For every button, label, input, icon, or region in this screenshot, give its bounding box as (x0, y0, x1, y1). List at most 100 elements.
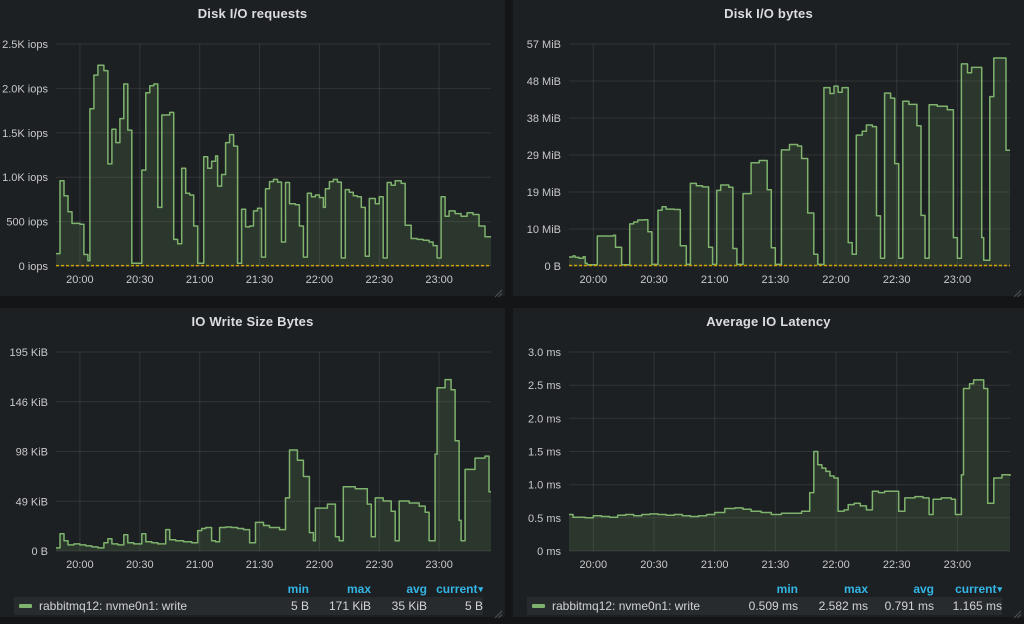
legend-series-name[interactable]: rabbitmq12: nvme0n1: write (39, 599, 188, 613)
series-0-area (56, 65, 491, 266)
disk-io-bytes-chart[interactable]: 0 B 10 MiB 19 MiB 29 MiB 38 MiB 48 MiB 57 MiB 2… (513, 26, 1024, 296)
legend-sort-current[interactable]: current▾ (436, 582, 483, 596)
resize-grip-icon (494, 289, 503, 298)
svg-text:22:00: 22:00 (822, 274, 850, 286)
panel-resize-handle[interactable] (1013, 285, 1022, 298)
panel-disk-io-requests: Disk I/O requests 0 iops 500 iops 1.0K iop… (0, 0, 505, 298)
svg-text:1.0 ms: 1.0 ms (528, 480, 562, 492)
legend-avg-value: 0.791 ms (884, 599, 934, 613)
legend-header-spacer (14, 581, 247, 597)
legend-series-row: rabbitmq12: nvme0n1: write 5 B 171 KiB 3… (14, 597, 483, 615)
svg-text:20:30: 20:30 (640, 559, 668, 571)
svg-text:2.5 ms: 2.5 ms (528, 380, 562, 392)
svg-text:21:00: 21:00 (186, 559, 214, 571)
svg-text:20:30: 20:30 (640, 274, 668, 286)
svg-text:20:30: 20:30 (126, 559, 154, 571)
svg-text:48 MiB: 48 MiB (527, 76, 561, 88)
resize-grip-icon (1013, 610, 1022, 619)
svg-text:2.0K iops: 2.0K iops (2, 83, 48, 95)
panel-average-io-latency: Average IO Latency 0 ms 0.5 ms 1.0 ms 1.5 m… (513, 308, 1024, 619)
svg-text:57 MiB: 57 MiB (527, 39, 561, 51)
legend-sort-avg[interactable]: avg (913, 582, 934, 596)
legend-sort-avg[interactable]: avg (406, 582, 427, 596)
legend-header-spacer (527, 581, 728, 597)
svg-text:22:30: 22:30 (883, 559, 911, 571)
average-io-latency-chart[interactable]: 0 ms 0.5 ms 1.0 ms 1.5 ms 2.0 ms 2.5 ms 3.0 ms… (513, 334, 1024, 581)
legend-series: rabbitmq12: nvme0n1: write (14, 597, 247, 615)
x-grid-and-labels: 20:00 20:30 21:00 21:30 22:00 22:30 23:00 (580, 352, 972, 571)
legend-series-name[interactable]: rabbitmq12: nvme0n1: write (552, 599, 701, 613)
panel-header: Average IO Latency (513, 308, 1024, 334)
y-grid-and-labels: 0 B 49 KiB 98 KiB 146 KiB 195 KiB (9, 347, 491, 558)
svg-text:0 ms: 0 ms (537, 546, 561, 558)
x-grid-and-labels: 20:00 20:30 21:00 21:30 22:00 22:30 23:00 (66, 44, 453, 286)
y-grid-and-labels: 0 iops 500 iops 1.0K iops 1.5K iops 2.0K iop… (2, 39, 491, 273)
svg-text:23:00: 23:00 (425, 274, 453, 286)
svg-text:0 B: 0 B (544, 261, 561, 273)
svg-text:20:00: 20:00 (580, 274, 608, 286)
svg-text:49 KiB: 49 KiB (16, 496, 48, 508)
svg-text:21:30: 21:30 (762, 274, 790, 286)
series-color-swatch[interactable] (532, 604, 545, 608)
svg-text:98 KiB: 98 KiB (16, 447, 48, 459)
series-0-line (569, 379, 1011, 519)
series-0-area (56, 379, 491, 551)
svg-text:3.0 ms: 3.0 ms (528, 347, 562, 359)
legend-header-row: min max avg current▾ (14, 581, 483, 597)
panel-title-disk-io-requests[interactable]: Disk I/O requests (197, 5, 308, 21)
panel-title-io-write-size-bytes[interactable]: IO Write Size Bytes (191, 313, 314, 329)
svg-text:22:30: 22:30 (366, 559, 394, 571)
panel-title-average-io-latency[interactable]: Average IO Latency (706, 313, 831, 329)
legend-sort-max[interactable]: max (346, 582, 371, 596)
legend-sort-max[interactable]: max (843, 582, 868, 596)
legend-max-value: 171 KiB (328, 599, 371, 613)
svg-text:1.5K iops: 1.5K iops (2, 128, 48, 140)
svg-text:21:00: 21:00 (701, 274, 729, 286)
series-0-area (569, 379, 1010, 551)
svg-text:500 iops: 500 iops (6, 217, 48, 229)
svg-text:0 iops: 0 iops (19, 261, 49, 273)
legend-series-row: rabbitmq12: nvme0n1: write 0.509 ms 2.58… (527, 597, 1002, 615)
panel-resize-handle[interactable] (494, 606, 503, 619)
svg-text:1.0K iops: 1.0K iops (2, 172, 48, 184)
legend-header-row: min max avg current▾ (527, 581, 1002, 597)
panel-header: Disk I/O bytes (513, 0, 1024, 26)
panel-resize-handle[interactable] (494, 285, 503, 298)
legend-average-io-latency: min max avg current▾ rabbitmq12: nvme0n1… (513, 581, 1024, 617)
svg-text:22:30: 22:30 (883, 274, 911, 286)
svg-text:19 MiB: 19 MiB (527, 187, 561, 199)
svg-text:21:00: 21:00 (186, 274, 214, 286)
panel-disk-io-bytes: Disk I/O bytes 0 B 10 MiB 19 MiB 29 MiB 38 M… (513, 0, 1024, 298)
sort-caret-icon: ▾ (997, 584, 1002, 594)
legend-min-value: 0.509 ms (748, 599, 798, 613)
series-0-line (56, 378, 491, 549)
svg-text:0 B: 0 B (31, 546, 48, 558)
y-grid-and-labels: 0 ms 0.5 ms 1.0 ms 1.5 ms 2.0 ms 2.5 ms 3.0 ms (528, 347, 1010, 558)
chart-svg: 0 B 10 MiB 19 MiB 29 MiB 38 MiB 48 MiB 57 MiB 2… (527, 39, 1010, 286)
svg-text:23:00: 23:00 (944, 274, 972, 286)
legend-io-write-size-bytes: min max avg current▾ rabbitmq12: nvme0n1… (0, 581, 505, 617)
legend-series: rabbitmq12: nvme0n1: write (527, 597, 728, 615)
series-color-swatch[interactable] (19, 604, 32, 608)
svg-text:20:30: 20:30 (126, 274, 154, 286)
legend-sort-min[interactable]: min (776, 582, 798, 596)
legend-sort-min[interactable]: min (287, 582, 309, 596)
svg-text:2.0 ms: 2.0 ms (528, 413, 562, 425)
io-write-size-bytes-chart[interactable]: 0 B 49 KiB 98 KiB 146 KiB 195 KiB 20:00 20:30 2… (0, 334, 505, 581)
panel-resize-handle[interactable] (1013, 606, 1022, 619)
svg-text:22:00: 22:00 (306, 559, 334, 571)
panel-title-disk-io-bytes[interactable]: Disk I/O bytes (724, 5, 813, 21)
series-0-area (569, 58, 1010, 266)
sort-caret-icon: ▾ (478, 584, 483, 594)
svg-text:22:00: 22:00 (822, 559, 850, 571)
legend-sort-current[interactable]: current▾ (955, 582, 1002, 596)
resize-grip-icon (1013, 289, 1022, 298)
disk-io-requests-chart[interactable]: 0 iops 500 iops 1.0K iops 1.5K iops 2.0K iop… (0, 26, 505, 296)
svg-text:21:30: 21:30 (246, 559, 274, 571)
svg-text:195 KiB: 195 KiB (9, 347, 48, 359)
svg-text:23:00: 23:00 (944, 559, 972, 571)
chart-svg: 0 ms 0.5 ms 1.0 ms 1.5 ms 2.0 ms 2.5 ms 3.0 ms… (528, 347, 1011, 571)
panel-header: Disk I/O requests (0, 0, 505, 26)
x-grid-and-labels: 20:00 20:30 21:00 21:30 22:00 22:30 23:00 (66, 352, 453, 571)
